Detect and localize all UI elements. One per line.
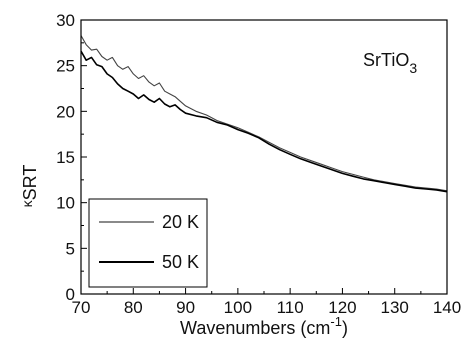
x-tick-label: 100 xyxy=(224,298,252,317)
y-axis-title: κSRT xyxy=(19,165,40,208)
x-axis-title-unit-exponent: -1 xyxy=(330,314,342,329)
y-tick-label: 5 xyxy=(66,239,75,258)
x-tick-label: 140 xyxy=(433,298,461,317)
y-tick-label: 15 xyxy=(56,148,75,167)
x-axis-title-unit: (cm xyxy=(300,318,330,338)
x-tick-label: 120 xyxy=(328,298,356,317)
legend-label-50k: 50 K xyxy=(162,252,199,272)
y-axis-ticks: 0 5 10 15 20 25 30 xyxy=(56,11,87,304)
legend: 20 K 50 K xyxy=(88,198,208,288)
x-tick-label: 80 xyxy=(124,298,143,317)
x-tick-label: 90 xyxy=(176,298,195,317)
x-axis-ticks: 70 80 90 100 110 120 130 140 xyxy=(72,288,461,317)
legend-label-20k: 20 K xyxy=(162,212,199,232)
x-tick-label: 70 xyxy=(72,298,91,317)
y-tick-label: 30 xyxy=(56,11,75,30)
sample-annotation-base: SrTiO xyxy=(363,50,409,70)
series-line-50k xyxy=(80,50,448,193)
x-axis-title-unit-close: ) xyxy=(342,318,348,338)
series-layer xyxy=(80,35,448,193)
y-tick-label: 20 xyxy=(56,102,75,121)
y-tick-label: 0 xyxy=(66,285,75,304)
sample-annotation: SrTiO3 xyxy=(363,50,417,76)
plot-frame xyxy=(80,19,448,295)
sample-annotation-subscript: 3 xyxy=(409,60,417,76)
x-tick-label: 130 xyxy=(381,298,409,317)
legend-box xyxy=(88,198,208,288)
x-axis-title: Wavenumbers (cm-1) xyxy=(180,314,348,338)
y-tick-label: 25 xyxy=(56,57,75,76)
y-axis-title-prefix: κ xyxy=(19,199,35,207)
y-axis-title-main: SRT xyxy=(20,165,40,201)
x-axis-title-text: Wavenumbers xyxy=(180,318,295,338)
y-tick-label: 10 xyxy=(56,194,75,213)
x-tick-label: 110 xyxy=(277,298,304,317)
series-line-20k xyxy=(80,35,448,192)
